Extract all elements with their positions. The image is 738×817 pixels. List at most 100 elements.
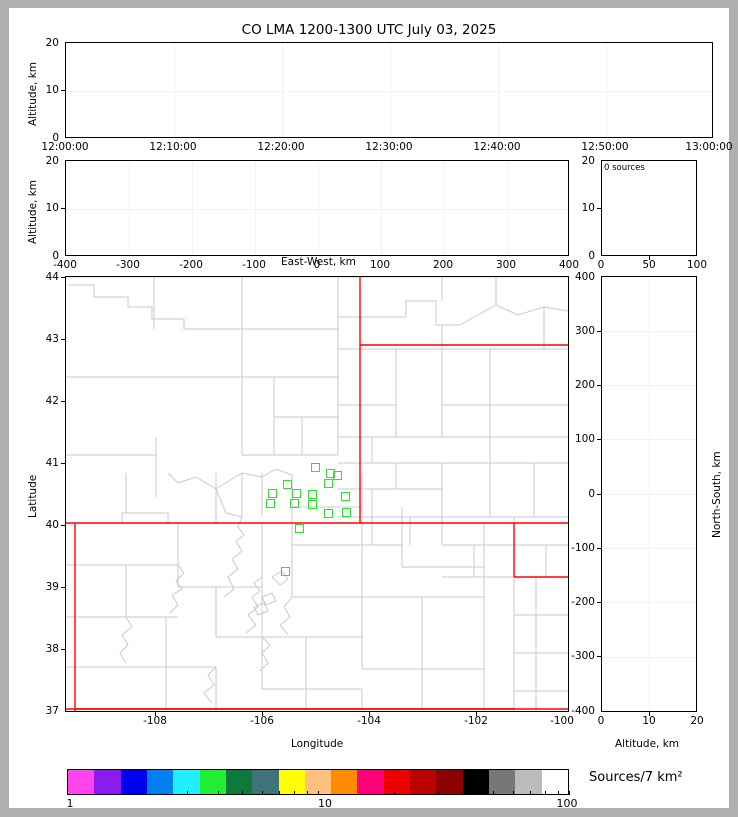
ytick-label: 10 (45, 202, 59, 214)
tick-mark (61, 587, 65, 588)
panel-altitude-histogram[interactable]: 0 sources (601, 160, 697, 256)
colorbar-tick-mark (393, 791, 395, 795)
ytick-label: 10 (581, 202, 595, 214)
tick-mark (597, 385, 601, 386)
panel-time-height-ylabel: Altitude, km (27, 61, 39, 126)
colorbar-segment (225, 770, 253, 794)
tick-mark (369, 712, 370, 716)
colorbar-segment (462, 770, 489, 794)
colorbar-title: Sources/7 km² (589, 770, 683, 785)
ytick-label: 41 (45, 457, 59, 469)
lma-source-marker (326, 469, 335, 478)
gridline (282, 43, 283, 137)
ytick-label: 100 (574, 433, 595, 445)
colorbar-segment (541, 770, 568, 794)
colorbar-tick-mark (530, 791, 532, 795)
ytick-label: 20 (581, 155, 595, 167)
xtick-label: 12:00:00 (41, 141, 89, 153)
ytick-label: 44 (45, 271, 59, 283)
lma-source-marker (266, 499, 275, 508)
lma-source-marker (281, 567, 290, 576)
colorbar-tick-mark (186, 791, 188, 795)
colorbar-segment (304, 770, 332, 794)
xtick-label: -102 (464, 715, 488, 727)
panel-northsouth-height[interactable] (601, 276, 697, 712)
xtick-label: 10 (642, 715, 656, 727)
ytick-label: 40 (45, 519, 59, 531)
colorbar-segment (173, 770, 200, 794)
ytick-label: 20 (45, 37, 59, 49)
xtick-label: 0 (597, 259, 605, 271)
xtick-label: 0 (313, 259, 321, 271)
gridline (507, 161, 508, 255)
xtick-label: -300 (116, 259, 140, 271)
gridline (66, 209, 568, 210)
colorbar[interactable] (67, 769, 569, 795)
panel-eastwest-height-ylabel: Altitude, km (27, 179, 39, 244)
colorbar-segment (331, 770, 358, 794)
gridline (255, 161, 256, 255)
panel-plan-view-map-xlabel: Longitude (291, 738, 344, 750)
ytick-label: 39 (45, 581, 59, 593)
xtick-label: 12:20:00 (257, 141, 305, 153)
lma-source-marker (324, 479, 333, 488)
lma-source-marker (283, 480, 292, 489)
lma-source-marker (342, 508, 351, 517)
ytick-label: 400 (574, 271, 595, 283)
tick-mark (597, 331, 601, 332)
tick-mark (597, 494, 601, 495)
lma-source-marker (268, 489, 277, 498)
tick-mark (61, 339, 65, 340)
colorbar-tick-mark (306, 791, 308, 795)
source-count-annotation: 0 sources (604, 163, 645, 173)
ytick-label: 0 (588, 250, 595, 262)
xtick-label: -104 (357, 715, 381, 727)
xtick-label: -108 (143, 715, 167, 727)
lma-source-marker (295, 524, 304, 533)
xtick-label: -400 (53, 259, 77, 271)
panel-eastwest-height[interactable] (65, 160, 569, 256)
panel-plan-view-map[interactable] (65, 276, 569, 712)
colorbar-tick-mark (513, 791, 515, 795)
tick-mark (649, 712, 650, 716)
ytick-label: 0 (52, 250, 59, 262)
gridline (66, 91, 712, 92)
xtick-label: 12:50:00 (581, 141, 629, 153)
tick-mark (476, 712, 477, 716)
colorbar-segment (489, 770, 516, 794)
xtick-label: 400 (558, 259, 580, 271)
lma-source-marker (311, 463, 320, 472)
colorbar-tick-mark (262, 791, 264, 795)
map-geography (66, 277, 568, 711)
colorbar-tick-mark (293, 791, 295, 795)
xtick-label: -100 (242, 259, 266, 271)
lma-source-marker (341, 492, 350, 501)
ytick-label: 200 (574, 379, 595, 391)
panel-time-height[interactable] (65, 42, 713, 138)
colorbar-segment (357, 770, 384, 794)
xtick-label: 100 (686, 259, 708, 271)
colorbar-tick-mark (544, 791, 546, 795)
ytick-label: 10 (45, 84, 59, 96)
colorbar-segment (94, 770, 121, 794)
colorbar-tick-mark (569, 791, 570, 795)
colorbar-tick-mark (469, 791, 471, 795)
tick-mark (597, 208, 601, 209)
colorbar-tick-mark (279, 791, 281, 795)
colorbar-segment (252, 770, 279, 794)
tick-mark (61, 90, 65, 91)
xtick-label: 100 (369, 259, 391, 271)
colorbar-segment (120, 770, 147, 794)
colorbar-segment (146, 770, 174, 794)
tick-mark (597, 656, 601, 657)
colorbar-segment (199, 770, 226, 794)
xtick-label: -100 (550, 715, 574, 727)
colorbar-segment (436, 770, 463, 794)
lma-source-marker (333, 471, 342, 480)
page-title: CO LMA 1200-1300 UTC July 03, 2025 (241, 22, 497, 38)
panel-eastwest-height-xlabel: East-West, km (281, 256, 356, 268)
colorbar-tick-mark (318, 791, 319, 795)
colorbar-segment (383, 770, 411, 794)
gridline (390, 43, 391, 137)
